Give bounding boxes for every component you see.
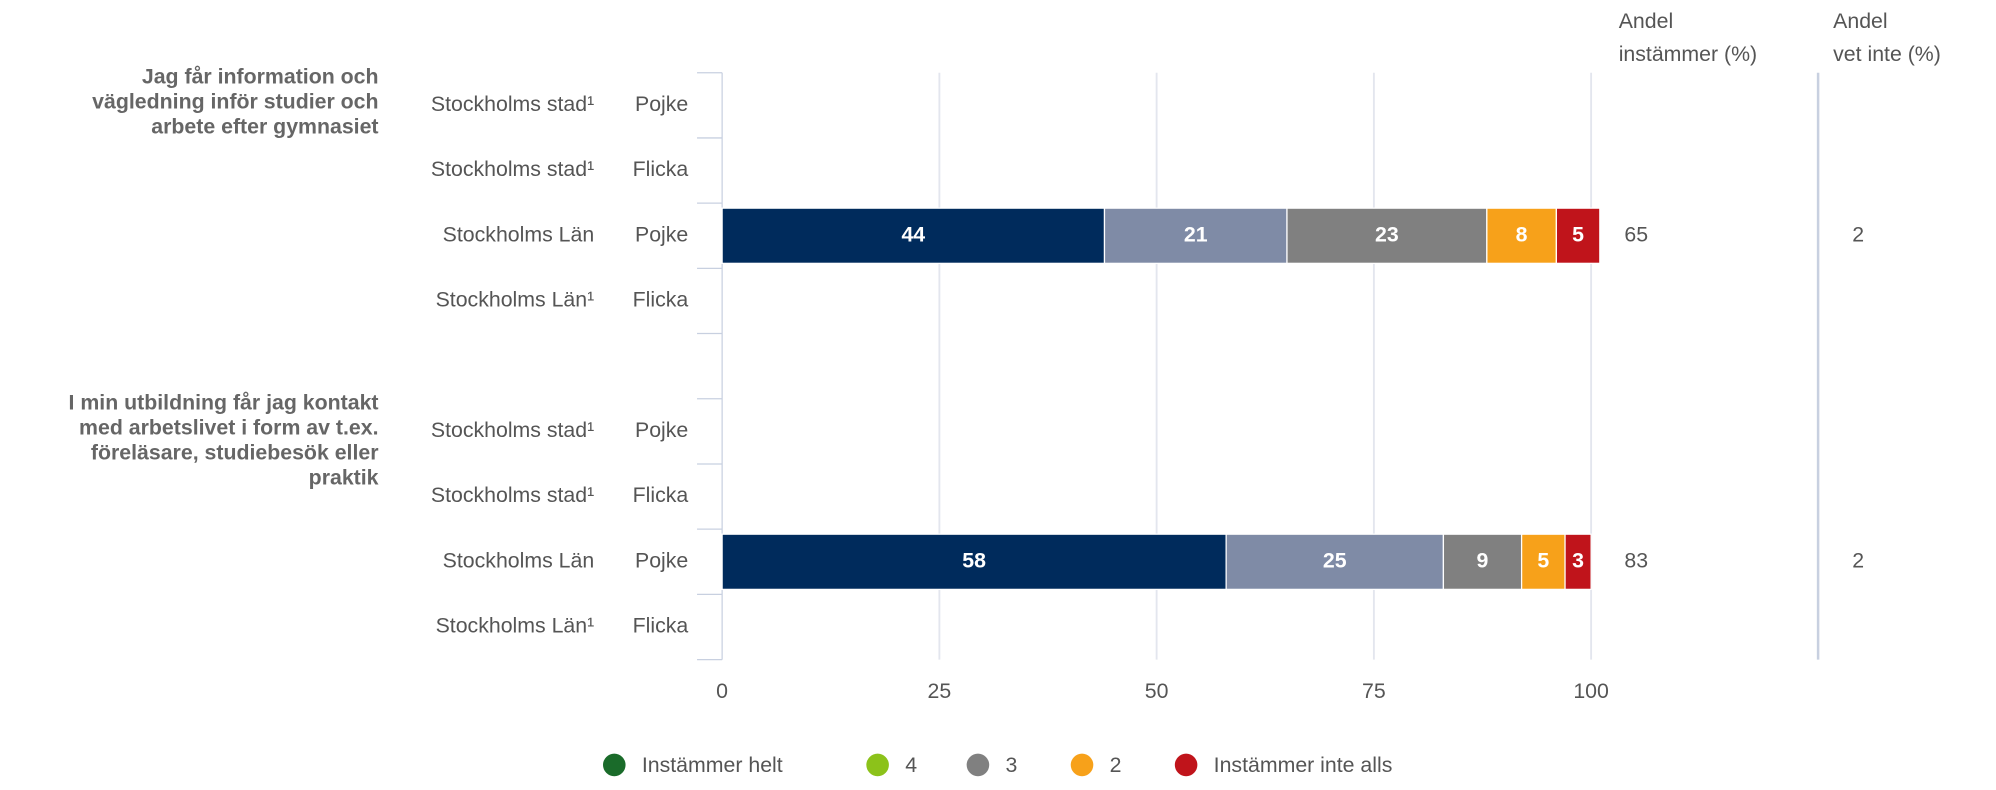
bar-segment: [1555, 207, 1601, 264]
group-label: vägledning inför studier och: [92, 89, 378, 113]
column-header: Andel: [1619, 9, 1673, 33]
x-tick-label: 0: [716, 679, 728, 703]
bar-label: 5: [1572, 222, 1584, 246]
column-header: instämmer (%): [1619, 42, 1757, 66]
legend-marker: [1070, 753, 1094, 777]
group-label: med arbetslivet i form av t.ex.: [79, 415, 378, 439]
x-tick-label: 100: [1573, 679, 1609, 703]
share-agree: 65: [1624, 222, 1648, 246]
x-tick-label: 25: [928, 679, 952, 703]
share-dont-know: 2: [1852, 548, 1864, 572]
group-label: föreläsare, studiebesök eller: [91, 441, 379, 465]
legend-label: Instämmer inte alls: [1214, 753, 1393, 777]
row-gender: Pojke: [635, 418, 688, 442]
row-region: Stockholms stad¹: [431, 418, 594, 442]
bar-label: 58: [962, 548, 986, 572]
legend-marker: [1174, 753, 1198, 777]
x-tick-label: 75: [1362, 679, 1386, 703]
legend-label: Instämmer helt: [642, 753, 783, 777]
bar-segment: [1286, 207, 1488, 264]
group-label: arbete efter gymnasiet: [151, 115, 378, 139]
bar-segment: [1103, 207, 1288, 264]
bar-segment: [1564, 533, 1592, 590]
row-region: Stockholms Län: [443, 222, 595, 246]
legend-marker: [603, 753, 626, 777]
bar-label: 25: [1323, 548, 1347, 572]
column-header: Andel: [1833, 9, 1887, 33]
bar-label: 23: [1375, 222, 1399, 246]
bar-segment: [721, 207, 1106, 264]
row-region: Stockholms stad¹: [431, 92, 594, 116]
legend-label: 2: [1110, 753, 1122, 777]
group-label: I min utbildning får jag kontakt: [69, 390, 379, 414]
bar-label: 44: [901, 222, 925, 246]
row-region: Stockholms Län: [443, 548, 595, 572]
bar-label: 3: [1572, 548, 1584, 572]
row-gender: Flicka: [633, 614, 689, 638]
row-region: Stockholms stad¹: [431, 483, 594, 507]
row-region: Stockholms stad¹: [431, 157, 594, 181]
legend-label: 3: [1006, 753, 1018, 777]
legend-marker: [966, 753, 990, 777]
row-gender: Flicka: [633, 288, 689, 312]
group-label: Jag får information och: [142, 64, 379, 88]
share-agree: 83: [1624, 548, 1648, 572]
legend-label: 4: [905, 753, 917, 777]
bar-label: 8: [1516, 222, 1528, 246]
row-gender: Pojke: [635, 548, 688, 572]
bar-segment: [1520, 533, 1566, 590]
row-gender: Pojke: [635, 92, 688, 116]
legend-marker: [866, 753, 889, 777]
column-header: vet inte (%): [1833, 42, 1941, 66]
bar-label: 21: [1184, 222, 1208, 246]
row-gender: Flicka: [633, 157, 689, 181]
bar-segment: [1225, 533, 1445, 590]
bar-segment: [1442, 533, 1523, 590]
bar-label: 5: [1537, 548, 1549, 572]
row-region: Stockholms Län¹: [436, 288, 595, 312]
row-gender: Flicka: [633, 483, 689, 507]
bar-segment: [721, 533, 1227, 590]
group-label: praktik: [309, 466, 379, 490]
bar-label: 9: [1477, 548, 1489, 572]
x-tick-label: 50: [1145, 679, 1169, 703]
share-dont-know: 2: [1852, 222, 1864, 246]
row-region: Stockholms Län¹: [436, 614, 595, 638]
row-gender: Pojke: [635, 222, 688, 246]
